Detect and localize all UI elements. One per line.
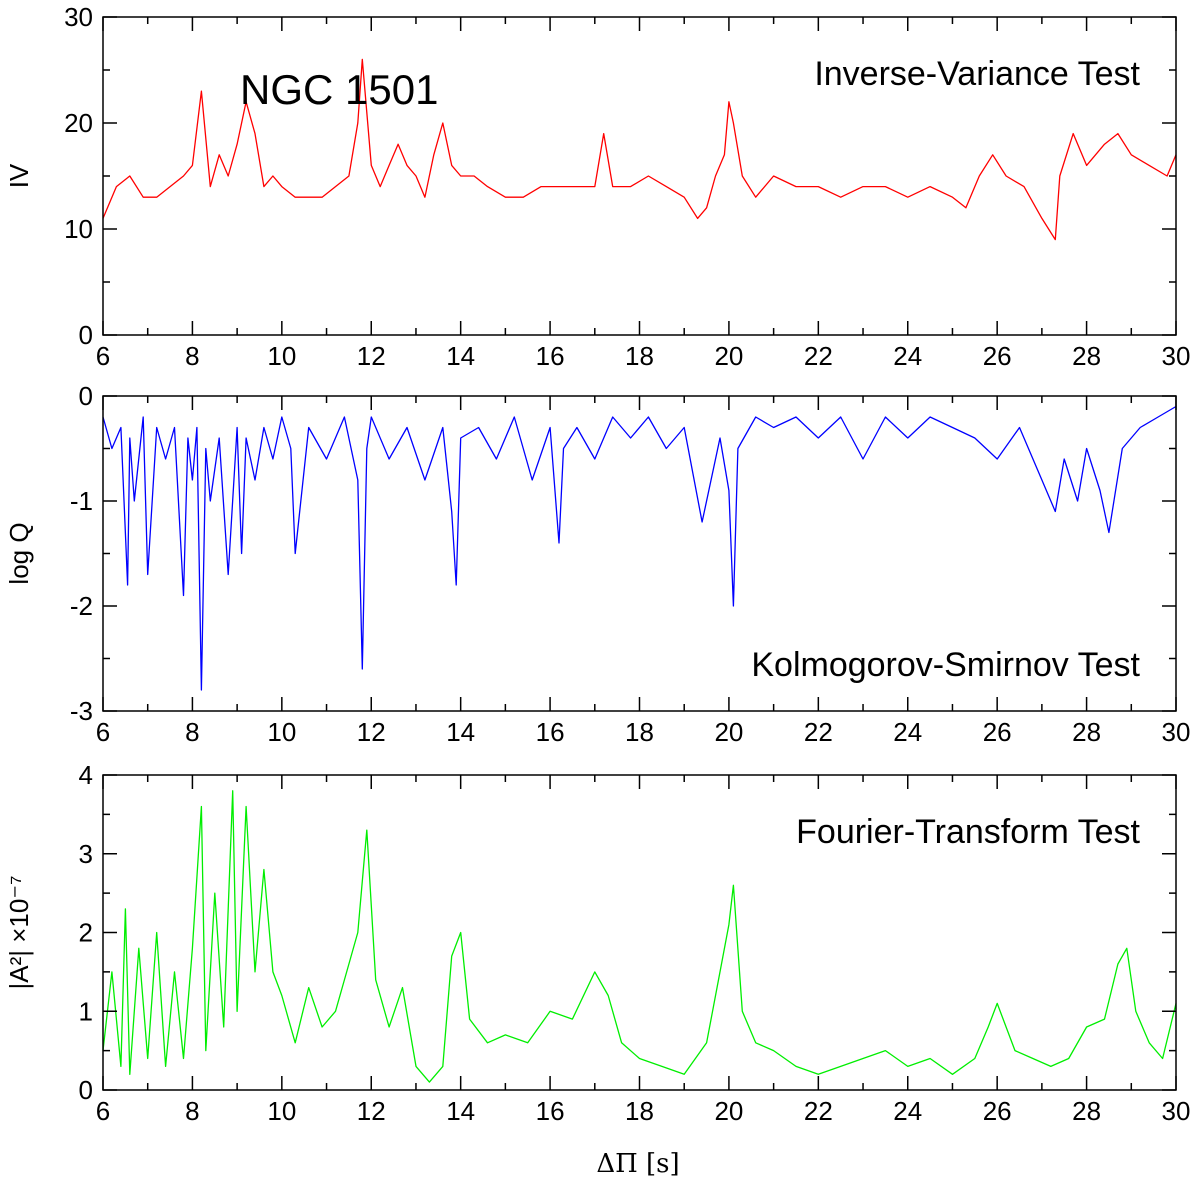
x-tick-label: 10 [267, 717, 296, 747]
x-tick-label: 18 [625, 717, 654, 747]
x-tick-label: 18 [625, 341, 654, 371]
panel-title: Fourier-Transform Test [796, 813, 1140, 851]
x-tick-label: 30 [1162, 341, 1191, 371]
series-line-1 [102, 405, 1177, 691]
x-tick-label: 22 [804, 1096, 833, 1126]
x-tick-label: 26 [983, 1096, 1012, 1126]
x-tick-label: 24 [893, 717, 922, 747]
x-tick-label: 16 [536, 1096, 565, 1126]
y-axis-title: |A²| ×10⁻⁷ [4, 876, 34, 990]
x-tick-label: 24 [893, 341, 922, 371]
x-tick-label: 26 [983, 341, 1012, 371]
x-tick-label: 22 [804, 717, 833, 747]
y-tick-label: 30 [64, 2, 93, 32]
x-tick-label: 16 [536, 341, 565, 371]
x-tick-label: 14 [446, 341, 475, 371]
y-tick-label: -1 [70, 486, 93, 516]
y-axis-title: log Q [4, 522, 34, 584]
x-tick-label: 14 [446, 717, 475, 747]
y-tick-label: -2 [70, 591, 93, 621]
x-axis-title: ΔΠ [s] [596, 1149, 679, 1179]
panel-kolmogorov-smirnov: 6 8 10 12 14 16 18 20 22 24 26 28 30 -3 -2 -1 0 log Q Kolm… [4, 381, 1190, 747]
x-tick-label: 18 [625, 1096, 654, 1126]
y-tick-label: 4 [79, 760, 93, 790]
x-tick-label: 12 [357, 1096, 386, 1126]
panel-title: Kolmogorov-Smirnov Test [751, 646, 1140, 684]
x-tick-label: 20 [714, 341, 743, 371]
x-tick-label: 8 [185, 1096, 199, 1126]
y-tick-label: 0 [79, 1075, 93, 1105]
y-tick-label: -3 [70, 696, 93, 726]
series-line-2 [102, 790, 1177, 1083]
x-tick-label: 6 [96, 1096, 110, 1126]
y-tick-label: 3 [79, 839, 93, 869]
panel-inverse-variance: 6 8 10 12 14 16 18 20 22 24 26 28 30 0 10 20 30 IV Inverse… [4, 2, 1190, 371]
y-tick-label: 10 [64, 214, 93, 244]
x-tick-label: 20 [714, 717, 743, 747]
x-tick-label: 12 [357, 341, 386, 371]
y-tick-label: 0 [79, 381, 93, 411]
x-tick-label: 16 [536, 717, 565, 747]
y-tick-label: 0 [79, 320, 93, 350]
x-tick-label: 28 [1072, 717, 1101, 747]
y-axis-title: IV [4, 163, 34, 188]
x-tick-label: 14 [446, 1096, 475, 1126]
annotation-label: NGC 1501 [240, 66, 438, 113]
x-tick-label: 22 [804, 341, 833, 371]
x-tick-label: 26 [983, 717, 1012, 747]
x-tick-label: 6 [96, 717, 110, 747]
x-tick-label: 28 [1072, 341, 1101, 371]
x-tick-label: 30 [1162, 1096, 1191, 1126]
x-tick-label: 6 [96, 341, 110, 371]
x-tick-label: 10 [267, 341, 296, 371]
x-tick-label: 12 [357, 717, 386, 747]
y-tick-label: 20 [64, 108, 93, 138]
y-tick-label: 2 [79, 918, 93, 948]
panel-title: Inverse-Variance Test [814, 55, 1140, 93]
x-tick-label: 8 [185, 341, 199, 371]
x-tick-label: 28 [1072, 1096, 1101, 1126]
x-tick-label: 10 [267, 1096, 296, 1126]
x-tick-label: 20 [714, 1096, 743, 1126]
y-tick-label: 1 [79, 996, 93, 1026]
x-tick-label: 30 [1162, 717, 1191, 747]
series-line-0 [102, 58, 1177, 241]
x-tick-label: 24 [893, 1096, 922, 1126]
x-tick-label: 8 [185, 717, 199, 747]
